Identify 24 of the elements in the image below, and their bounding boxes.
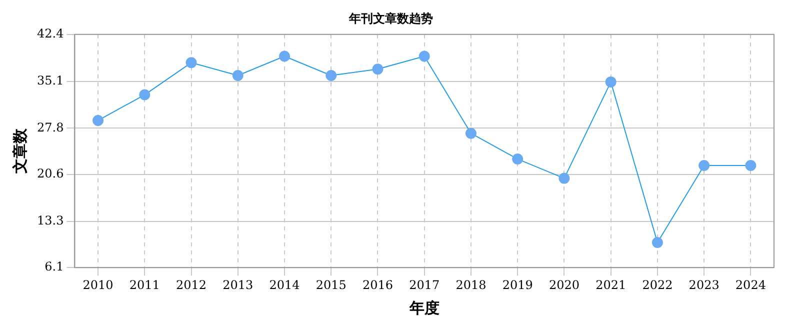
- x-tick-label: 2014: [269, 278, 300, 292]
- x-tick-label: 2023: [688, 278, 720, 292]
- y-tick-label: 6.1: [44, 260, 64, 274]
- y-tick-label: 35.1: [37, 73, 64, 88]
- y-tick-label: 13.3: [37, 213, 64, 228]
- x-tick-label: 2012: [176, 278, 207, 292]
- x-tick-label: 2018: [456, 278, 486, 292]
- y-tick-label: 20.6: [37, 166, 64, 181]
- x-tick-label: 2021: [596, 278, 626, 292]
- x-tick-label: 2020: [548, 278, 580, 292]
- x-tick-label: 2013: [222, 278, 254, 292]
- x-tick-label: 2016: [362, 278, 394, 292]
- x-tick-label: 2011: [129, 278, 160, 292]
- x-tick-label: 2024: [735, 278, 766, 292]
- y-tick-label: 42.4: [37, 26, 64, 41]
- x-tick-label: 2015: [316, 278, 346, 292]
- x-tick-label: 2010: [82, 278, 114, 292]
- x-tick-label: 2022: [642, 278, 673, 292]
- x-axis-title: 年度: [408, 298, 440, 317]
- chart-title: 年刊文章数趋势: [348, 11, 433, 26]
- x-tick-label: 2017: [409, 278, 440, 292]
- y-tick-label: 27.8: [37, 120, 64, 134]
- x-tick-label: 2019: [502, 278, 533, 292]
- y-axis-title: 文章数: [10, 128, 29, 174]
